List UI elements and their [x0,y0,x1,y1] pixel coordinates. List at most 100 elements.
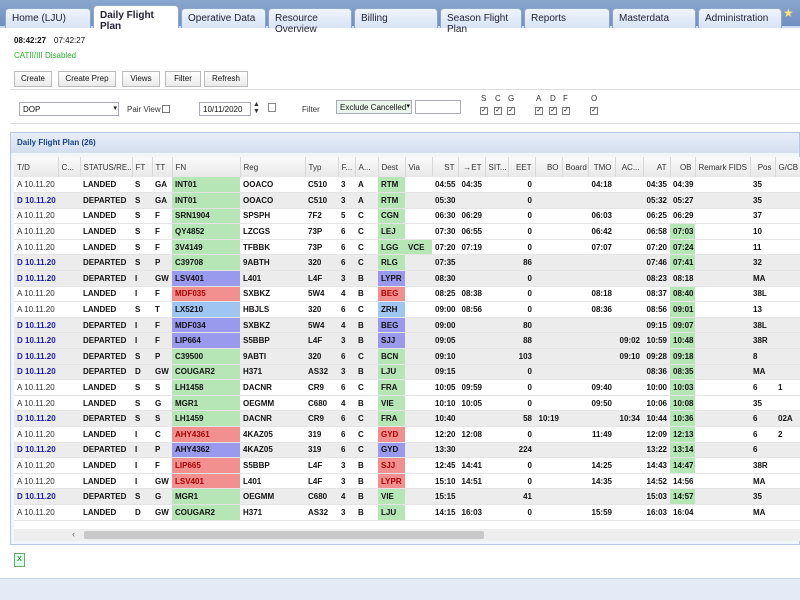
table-row[interactable]: D 10.11.20 DEPARTED D GW COUGAR2 H371 AS32 3 B LJ… [14,364,800,381]
table-row[interactable]: A 10.11.20 LANDED S G MGR1 OEGMM C680 4 B VIE 10:1… [14,395,800,412]
tab-administration[interactable]: Administration [698,8,782,28]
cell-at: 07:20 [643,239,670,256]
tab-home[interactable]: Home (LJU) [5,8,91,28]
cell-c [58,239,80,256]
cell-sit [485,317,508,334]
cell-st: 13:30 [432,442,458,459]
filter-button[interactable]: Filter [165,71,201,87]
table-row[interactable]: A 10.11.20 LANDED S T LX5210 HBJLS 320 6 C ZRH 09:… [14,301,800,318]
column-header[interactable]: TT [152,157,173,177]
cell-fn: MGR1 [172,395,240,412]
date-spinner[interactable]: ▲ ▼ [253,101,260,115]
tab-masterdata[interactable]: Masterdata [612,8,696,28]
column-header[interactable]: FN [172,157,241,177]
tab-operative-data[interactable]: Operative Data [181,8,266,28]
flag-checkbox-d[interactable]: ✓ [549,107,557,115]
filter-text-input[interactable] [415,100,461,114]
excel-export-icon[interactable]: X [14,553,25,567]
column-header[interactable]: Reg [240,157,306,177]
column-header[interactable]: G/CB [775,157,800,177]
column-header[interactable]: STATUS/RE... [80,157,133,177]
cell-board [562,332,588,350]
column-header[interactable]: BO [535,157,563,177]
view-select[interactable]: DOP ▾ [19,102,119,116]
utc-time: 07:42:27 [54,36,86,45]
table-row[interactable]: A 10.11.20 LANDED I GW LSV401 L401 L4F 3 B LYPR 15… [14,473,800,490]
column-header[interactable]: TMO [588,157,616,177]
tab-billing[interactable]: Billing [354,8,438,28]
scroll-left-icon[interactable]: ‹ [72,529,75,539]
column-header[interactable]: Via [405,157,433,177]
views-button[interactable]: Views [122,71,160,87]
cell-typ: 319 [305,442,338,459]
cell-sit [485,177,508,194]
cell-eet: 88 [508,332,535,350]
flag-checkbox-o[interactable]: ✓ [590,107,598,115]
table-row[interactable]: D 10.11.20 DEPARTED S G MGR1 OEGMM C680 4 B VIE 15… [14,488,800,505]
pair-view-checkbox[interactable] [162,105,170,113]
star-icon[interactable]: ★ [783,6,794,20]
calendar-icon[interactable] [268,103,276,112]
column-header[interactable]: Board [562,157,589,177]
table-row[interactable]: D 10.11.20 DEPARTED S P C39500 9ABTI 320 6 C BCN 0… [14,348,800,365]
create-prep-button[interactable]: Create Prep [58,71,116,87]
table-row[interactable]: D 10.11.20 DEPARTED S P C39708 9ABTH 320 6 C RLG 0… [14,254,800,272]
tab-reports[interactable]: Reports [524,8,610,28]
table-row[interactable]: A 10.11.20 LANDED S GA INT01 OOACO C510 3 A RTM 04… [14,177,800,194]
horizontal-scrollbar[interactable]: ‹ [14,529,800,541]
cell-eet: 103 [508,348,535,365]
column-header[interactable]: SIT... [485,157,509,177]
column-header[interactable]: Dest [378,157,406,177]
table-row[interactable]: A 10.11.20 LANDED S F 3V4149 TFBBK 73P 6 C LGG VCE… [14,239,800,256]
cell-remarkfids [695,286,750,303]
cell-c [58,301,80,318]
table-row[interactable]: A 10.11.20 LANDED S F SRN1904 SPSPH 7F2 5 C CGN 06… [14,208,800,225]
column-header[interactable]: F... [338,157,356,177]
table-row[interactable]: A 10.11.20 LANDED D GW COUGAR2 H371 AS32 3 B LJU 1… [14,504,800,521]
flag-checkbox-s[interactable]: ✓ [480,107,488,115]
column-header[interactable]: T/D [14,157,59,177]
flag-checkbox-a[interactable]: ✓ [535,107,543,115]
flag-checkbox-f[interactable]: ✓ [562,107,570,115]
table-row[interactable]: A 10.11.20 LANDED S F QY4852 LZCGS 73P 6 C LEJ 07:… [14,223,800,240]
table-row[interactable]: A 10.11.20 LANDED I F MDF035 SXBKZ 5W4 4 B BEG 08:… [14,286,800,303]
table-row[interactable]: D 10.11.20 DEPARTED I F MDF034 SXBKZ 5W4 4 B BEG 0… [14,317,800,334]
cell-statusre: LANDED [80,286,132,303]
filter-select[interactable]: Exclude Cancelled ▾ [336,100,412,114]
column-header[interactable]: ST [432,157,459,177]
column-header[interactable]: A... [355,157,379,177]
table-row[interactable]: D 10.11.20 DEPARTED S S LH1459 DACNR CR9 6 C FRA 1… [14,410,800,427]
table-row[interactable]: D 10.11.20 DEPARTED I P AHY4362 4KAZ05 319 6 C GY… [14,442,800,459]
column-header[interactable]: →ET [458,157,486,177]
cell-at: 12:09 [643,426,670,443]
column-header[interactable]: AT [643,157,671,177]
table-row[interactable]: A 10.11.20 LANDED S S LH1458 DACNR CR9 6 C FRA 10:… [14,379,800,396]
cell-via [405,504,432,521]
table-row[interactable]: D 10.11.20 DEPARTED S GA INT01 OOACO C510 3 A RTM… [14,192,800,209]
table-row[interactable]: D 10.11.20 DEPARTED I F LIP664 S5BBP L4F 3 B SJJ 0… [14,332,800,350]
column-header[interactable]: FT [132,157,153,177]
tab-daily-flight-plan[interactable]: Daily Flight Plan [93,5,179,32]
table-row[interactable]: D 10.11.20 DEPARTED I GW LSV401 L401 L4F 3 B LYPR… [14,270,800,287]
column-header[interactable]: C... [58,157,81,177]
tab-season-flight-plan[interactable]: Season Flight Plan [440,8,522,35]
tab-resource-overview[interactable]: Resource Overview [268,8,352,35]
flag-checkbox-g[interactable]: ✓ [507,107,515,115]
cell-a: C [355,301,378,318]
refresh-button[interactable]: Refresh [204,71,248,87]
column-header[interactable]: AC... [615,157,644,177]
column-header[interactable]: Typ [305,157,339,177]
column-header[interactable]: Remark FIDS [695,157,751,177]
column-header[interactable]: Pos [750,157,776,177]
column-header[interactable]: OB [670,157,696,177]
column-header[interactable]: EET [508,157,536,177]
flag-checkbox-c[interactable]: ✓ [494,107,502,115]
table-row[interactable]: A 10.11.20 LANDED I F LIP665 S5BBP L4F 3 B SJJ 12:… [14,457,800,474]
table-row[interactable]: A 10.11.20 LANDED I C AHY4361 4KAZ05 319 6 C GYD 1… [14,426,800,443]
cell-at: 05:32 [643,192,670,209]
cell-at: 04:35 [643,177,670,194]
cell-via [405,177,432,194]
scrollbar-thumb[interactable] [84,531,484,539]
create-button[interactable]: Create [14,71,52,87]
date-input[interactable]: 10/11/2020 [199,102,251,116]
